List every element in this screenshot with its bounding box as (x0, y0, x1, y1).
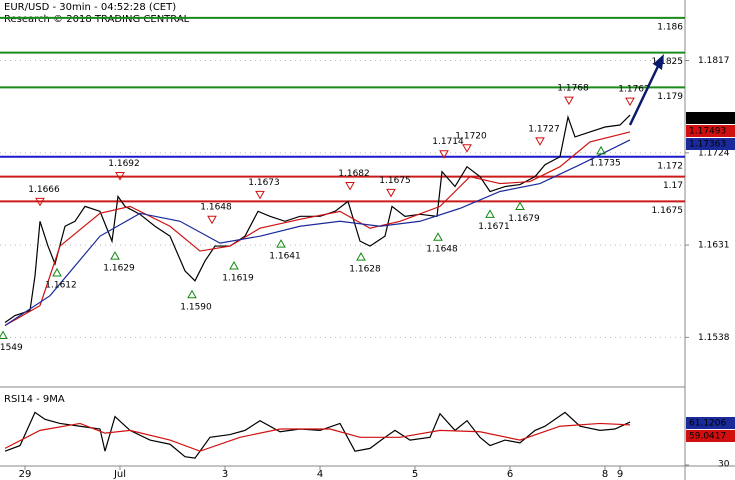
y-tick-label: 1.1817 (698, 56, 730, 66)
pivot-label: 1.1720 (455, 131, 487, 141)
pivot-label: 1.1767 (618, 85, 650, 95)
pivot-marker (386, 188, 396, 198)
pivot-label: 1.1682 (338, 169, 370, 179)
pivot-label: 1.1727 (528, 124, 560, 134)
y-tick-label: 30 (718, 460, 730, 470)
last-value-box (686, 417, 735, 429)
last-value-label: 1.17493 (689, 127, 726, 137)
x-tick-label: 5 (412, 469, 418, 480)
last-value-label: 1.17363 (689, 140, 726, 150)
level-label: 1.1675 (652, 206, 684, 216)
rsi-label: RSI14 - 9MA (4, 394, 65, 405)
last-value-label: 61.1206 (689, 419, 726, 429)
level-label: 1.17 (663, 181, 683, 191)
pivot-marker (207, 215, 217, 225)
pivot-marker (52, 267, 62, 277)
x-tick-label: 29 (19, 469, 32, 480)
pivot-label: 1.1648 (200, 203, 232, 213)
pivot-label: 1.1671 (478, 222, 510, 232)
y-tick-label: 1.1631 (698, 241, 730, 251)
x-tick-label: 3 (222, 469, 228, 480)
x-tick-label: 8 (602, 469, 608, 480)
pivot-marker (515, 201, 525, 210)
pivot-label: 1.1641 (269, 252, 301, 262)
pivot-marker (115, 172, 125, 181)
pivot-marker (255, 190, 265, 200)
forecast-arrow (628, 61, 662, 126)
last-value-box (686, 430, 735, 442)
series-line (4, 411, 631, 459)
pivot-label: 1.1692 (108, 159, 140, 169)
forecast-arrow-head (653, 54, 664, 70)
x-tick-label: 9 (617, 469, 623, 480)
last-value-label: 1.1761 (689, 114, 721, 124)
x-tick-label: 4 (317, 469, 323, 480)
pivot-label: 1.1629 (103, 264, 135, 274)
pivot-marker (462, 144, 472, 153)
pivot-label: 1.1612 (45, 280, 77, 290)
series-line (4, 139, 631, 326)
pivot-marker (535, 137, 545, 146)
pivot-marker (439, 150, 449, 159)
pivot-marker (229, 260, 239, 270)
series-line (4, 131, 631, 326)
pivot-marker (345, 181, 355, 191)
pivot-label: 1.1714 (432, 137, 464, 147)
pivot-label: 1.1666 (28, 185, 60, 195)
last-value-box (686, 125, 735, 137)
pivot-label: 1.1679 (508, 214, 540, 224)
chart-subtitle: Research © 2018 TRADING CENTRAL (4, 14, 190, 25)
pivot-label: 1.1675 (379, 176, 411, 186)
last-value-box (686, 138, 735, 150)
level-label: 1.186 (657, 22, 683, 32)
pivot-marker (625, 97, 635, 107)
pivot-label: 1.1549 (0, 343, 23, 353)
pivot-label: 1.1673 (248, 178, 280, 188)
x-tick-label: 6 (507, 469, 513, 480)
x-tick-label: Jul (113, 469, 126, 480)
level-label: 1.179 (657, 92, 683, 102)
level-label: 1.172 (657, 161, 683, 171)
pivot-marker (187, 289, 197, 299)
pivot-label: 1.1768 (557, 84, 589, 94)
chart-title: EUR/USD - 30min - 04:52:28 (CET) (4, 2, 176, 13)
pivot-label: 1.1619 (222, 273, 254, 283)
pivot-label: 1.1735 (589, 158, 621, 168)
pivot-marker (35, 197, 45, 207)
pivot-marker (110, 251, 120, 260)
level-label: 1.1825 (652, 57, 684, 67)
pivot-marker (596, 145, 606, 155)
pivot-marker (433, 232, 443, 241)
pivot-marker (485, 209, 495, 218)
last-value-box (686, 112, 735, 124)
pivot-label: 1.1628 (349, 265, 381, 275)
pivot-marker (0, 330, 8, 339)
pivot-marker (356, 252, 366, 261)
y-tick-label: 1.1538 (698, 333, 730, 343)
pivot-label: 1.1648 (426, 245, 458, 255)
y-tick-label: 1.1724 (698, 148, 730, 158)
series-line (4, 422, 631, 452)
last-value-label: 59.0417 (689, 432, 726, 442)
pivot-label: 1.1590 (180, 302, 212, 312)
pivot-marker (564, 96, 574, 106)
pivot-marker (276, 239, 286, 248)
